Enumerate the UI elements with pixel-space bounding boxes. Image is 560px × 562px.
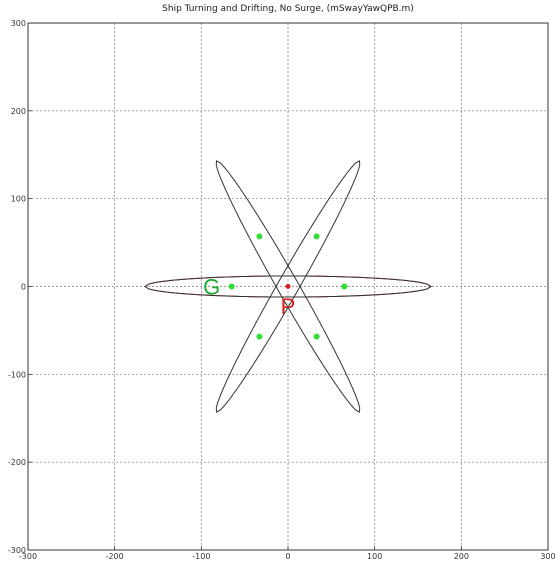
data-point — [313, 333, 320, 340]
label-layer: GP — [203, 275, 295, 319]
y-tick-label: 300 — [11, 19, 26, 28]
x-tick-label: -100 — [192, 552, 210, 561]
x-tick-label: 300 — [540, 552, 555, 561]
ship-outline — [215, 160, 361, 413]
data-point — [341, 283, 348, 290]
y-tick-label: -100 — [8, 370, 26, 379]
data-point — [256, 333, 263, 340]
y-tick-label: -200 — [8, 458, 26, 467]
chart-title: Ship Turning and Drifting, No Surge, (mS… — [162, 4, 414, 14]
x-tick-label: 0 — [285, 552, 290, 561]
hull-layer — [144, 160, 432, 413]
y-tick-label: -300 — [8, 546, 26, 555]
x-tick-label: -200 — [106, 552, 124, 561]
y-tick-label: 200 — [11, 107, 26, 116]
y-tick-label: 0 — [21, 283, 26, 292]
data-point — [313, 233, 320, 240]
point-layer — [228, 233, 348, 340]
tick-layer: -300 -200 -100 0 100 200 300 -300 -200 -100 0 100 20… — [8, 19, 556, 561]
ship-outline — [144, 275, 432, 298]
ship-outline — [215, 160, 361, 413]
point-label: G — [203, 275, 220, 300]
x-tick-label: -300 — [19, 552, 37, 561]
center-point — [285, 284, 291, 289]
point-label: P — [281, 294, 296, 319]
data-point — [228, 283, 235, 290]
x-tick-label: 200 — [454, 552, 469, 561]
x-tick-label: 100 — [367, 552, 382, 561]
data-point — [256, 233, 263, 240]
y-tick-label: 100 — [11, 195, 26, 204]
